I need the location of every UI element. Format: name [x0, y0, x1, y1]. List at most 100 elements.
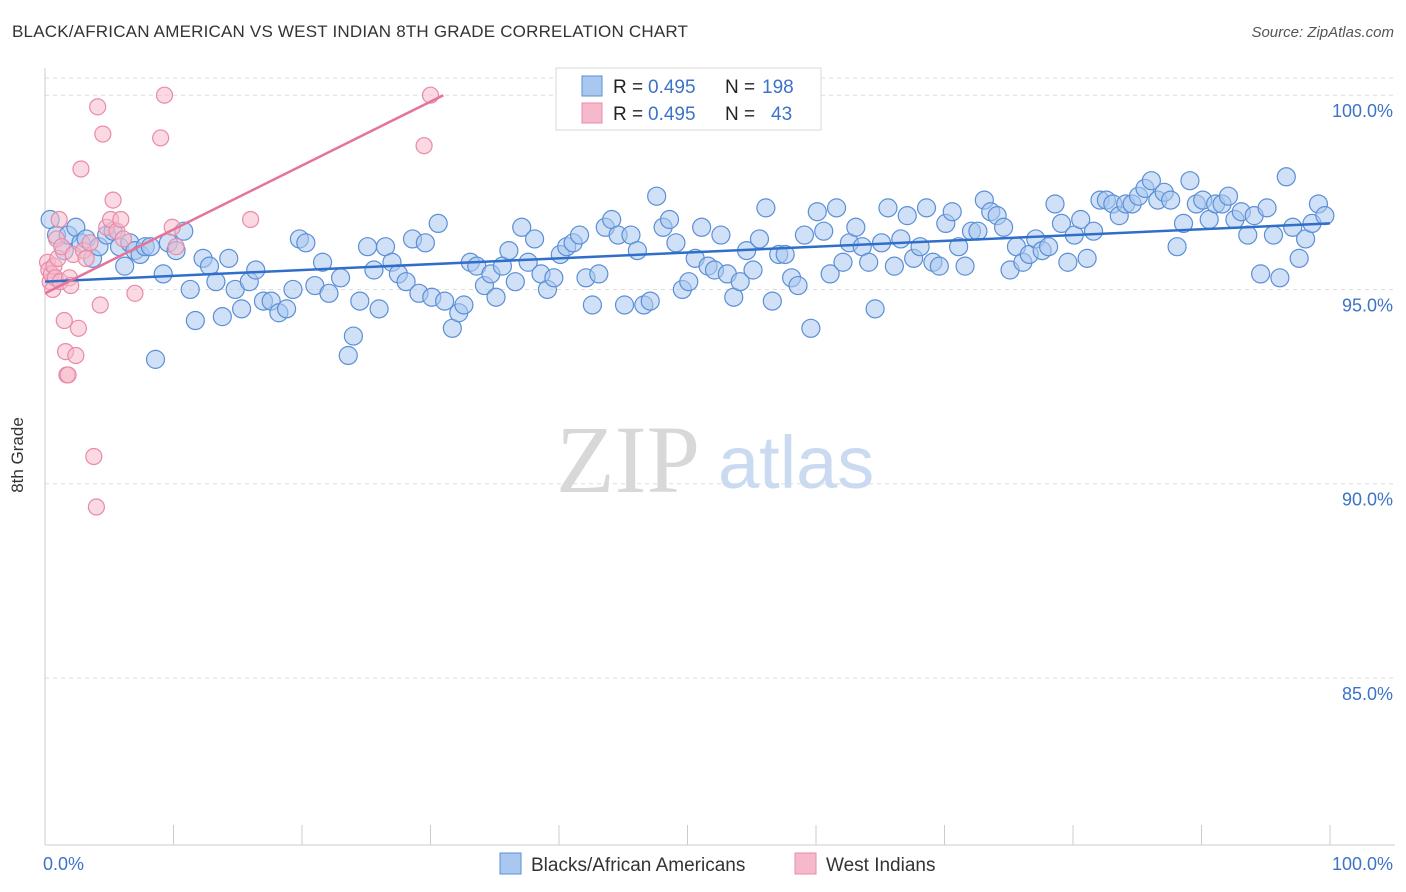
point-blacks	[319, 283, 339, 303]
legend-n-value: 43	[771, 104, 792, 125]
point-blacks	[826, 198, 847, 218]
point-blacks	[1263, 225, 1284, 245]
point-blacks	[1270, 268, 1290, 288]
watermark-zip: ZIP	[556, 406, 700, 513]
point-blacks	[897, 206, 917, 226]
point-blacks	[512, 217, 532, 237]
point-blacks	[1083, 221, 1104, 241]
point-west-indians	[242, 210, 260, 229]
point-blacks	[153, 264, 173, 284]
y-tick-label: 90.0%	[1342, 490, 1393, 510]
point-blacks	[1251, 264, 1271, 284]
point-blacks	[180, 279, 200, 300]
point-blacks	[994, 217, 1014, 237]
point-blacks	[350, 291, 370, 311]
point-blacks	[1276, 167, 1296, 187]
point-blacks	[627, 240, 647, 261]
point-blacks	[219, 248, 239, 268]
point-west-indians	[87, 498, 106, 516]
point-blacks	[1071, 209, 1091, 230]
gridlines	[45, 77, 1395, 679]
y-tick-label: 100.0%	[1332, 101, 1393, 121]
legend-n-label: N =	[725, 104, 755, 125]
bottom-legend: Blacks/African Americans West Indians	[499, 852, 935, 876]
point-blacks	[756, 198, 776, 218]
point-blacks	[794, 225, 815, 245]
x-tick-label: 0.0%	[43, 854, 84, 874]
point-blacks	[949, 237, 969, 257]
point-blacks	[942, 202, 962, 222]
point-blacks	[1141, 171, 1161, 191]
point-blacks	[640, 291, 660, 311]
point-west-indians	[81, 234, 99, 252]
point-blacks	[1167, 237, 1187, 257]
point-blacks	[807, 202, 827, 222]
point-blacks	[1077, 248, 1097, 268]
point-blacks	[916, 198, 937, 218]
point-blacks	[910, 237, 930, 257]
point-west-indians	[112, 210, 130, 229]
point-blacks	[1238, 225, 1258, 245]
legend-r-value: 0.495	[648, 77, 696, 98]
point-west-indians	[59, 366, 77, 384]
point-west-indians	[77, 249, 95, 267]
point-blacks	[833, 252, 853, 272]
point-blacks	[1257, 198, 1277, 218]
watermark: ZIP atlas	[556, 406, 874, 513]
point-blacks	[820, 264, 840, 284]
point-blacks	[185, 310, 205, 331]
point-blacks	[1218, 186, 1239, 206]
point-west-indians	[91, 296, 109, 314]
point-blacks	[296, 233, 316, 253]
point-blacks	[1289, 248, 1309, 268]
legend-box: R = 0.495 N = 198 R = 0.495 N = 43	[555, 67, 822, 131]
point-blacks	[711, 225, 731, 245]
point-blacks	[743, 260, 763, 280]
bottom-legend-label-blue: Blacks/African Americans	[531, 855, 745, 876]
point-blacks	[499, 240, 519, 261]
point-blacks	[232, 299, 252, 319]
legend-r-label: R =	[613, 77, 643, 98]
point-blacks	[589, 264, 609, 284]
point-blacks	[115, 256, 135, 276]
trend-line-west-indians	[44, 94, 444, 295]
point-west-indians	[89, 98, 107, 116]
point-blacks	[647, 186, 667, 206]
trend-line-blacks	[44, 222, 1331, 283]
point-west-indians	[104, 191, 122, 209]
legend-swatch-blue	[581, 75, 603, 97]
point-blacks	[865, 299, 885, 319]
legend-r-value: 0.495	[648, 104, 696, 125]
point-blacks	[762, 291, 782, 311]
point-west-indians	[155, 86, 174, 104]
legend-n-value: 198	[762, 77, 794, 98]
point-west-indians	[167, 238, 185, 256]
point-blacks	[544, 268, 564, 288]
legend-n-label: N =	[725, 77, 755, 98]
point-west-indians	[50, 210, 68, 229]
x-tick-label: 100.0%	[1332, 854, 1393, 874]
point-blacks	[518, 252, 538, 272]
point-blacks	[396, 272, 416, 292]
point-blacks	[801, 318, 821, 338]
axes: 100.0% 95.0% 90.0% 85.0% 0.0% 100.0%	[43, 68, 1395, 874]
point-west-indians	[114, 230, 132, 248]
point-blacks	[749, 229, 770, 249]
point-blacks	[1161, 190, 1181, 210]
bottom-legend-swatch-blue	[499, 852, 522, 875]
point-blacks	[369, 299, 389, 319]
point-west-indians	[94, 125, 112, 143]
point-blacks	[276, 299, 297, 319]
point-blacks	[582, 295, 603, 315]
point-west-indians	[69, 319, 88, 337]
point-blacks	[929, 256, 949, 276]
point-blacks	[330, 268, 351, 288]
point-blacks	[614, 295, 635, 315]
point-blacks	[428, 213, 448, 233]
point-blacks	[454, 295, 474, 315]
bottom-legend-swatch-pink	[794, 852, 817, 875]
point-blacks	[666, 233, 686, 253]
y-tick-label: 95.0%	[1342, 295, 1393, 315]
y-tick-label: 85.0%	[1342, 684, 1393, 704]
point-blacks	[1045, 194, 1065, 214]
